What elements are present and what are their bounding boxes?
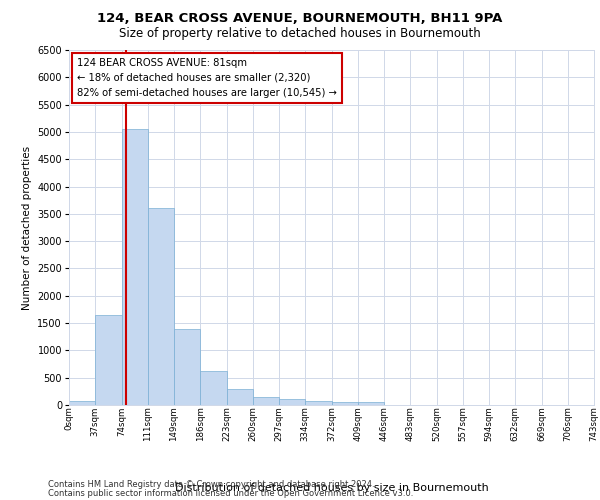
Bar (174, 328, 200, 405)
Bar (200, 371, 227, 405)
Bar (279, 399, 305, 405)
Text: Size of property relative to detached houses in Bournemouth: Size of property relative to detached ho… (119, 28, 481, 40)
Bar (227, 389, 253, 405)
Bar (148, 208, 174, 405)
Bar (95, 315, 121, 405)
X-axis label: Distribution of detached houses by size in Bournemouth: Distribution of detached houses by size … (175, 483, 488, 493)
Text: Contains public sector information licensed under the Open Government Licence v3: Contains public sector information licen… (48, 488, 413, 498)
Bar (358, 402, 384, 405)
Text: Contains HM Land Registry data © Crown copyright and database right 2024.: Contains HM Land Registry data © Crown c… (48, 480, 374, 489)
Y-axis label: Number of detached properties: Number of detached properties (22, 146, 32, 310)
Bar (331, 402, 358, 405)
Text: 124 BEAR CROSS AVENUE: 81sqm
← 18% of detached houses are smaller (2,320)
82% of: 124 BEAR CROSS AVENUE: 81sqm ← 18% of de… (77, 58, 337, 98)
Bar (69, 401, 95, 405)
Bar (121, 129, 148, 405)
Bar (305, 401, 331, 405)
Text: 124, BEAR CROSS AVENUE, BOURNEMOUTH, BH11 9PA: 124, BEAR CROSS AVENUE, BOURNEMOUTH, BH1… (97, 12, 503, 26)
Bar (253, 397, 279, 405)
